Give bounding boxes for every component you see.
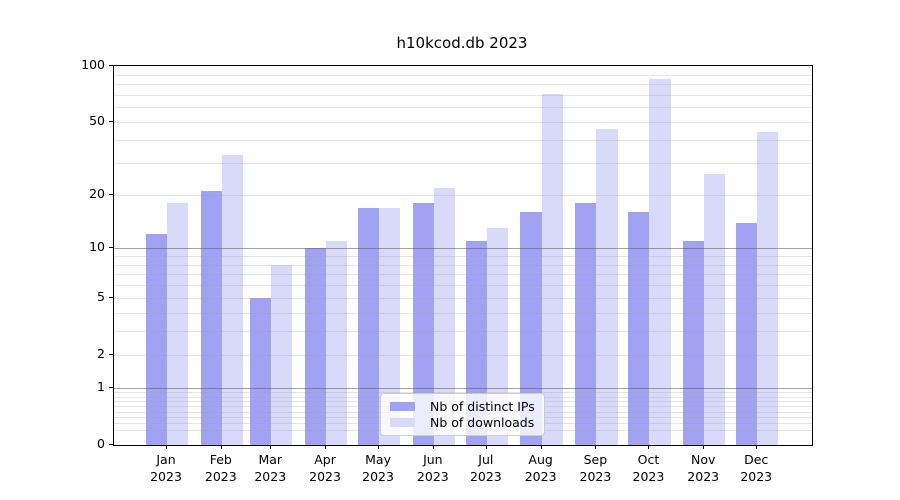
bar-downloads-sep bbox=[596, 128, 618, 445]
bar-downloads-jun bbox=[433, 187, 456, 445]
x-tick-mark bbox=[595, 445, 597, 449]
bar-distinct-ips-may bbox=[357, 207, 380, 445]
x-tick-label: Jun 2023 bbox=[416, 452, 449, 484]
x-tick-label: Dec 2023 bbox=[740, 452, 773, 484]
bar-distinct-ips-jan bbox=[145, 234, 167, 445]
y-tick-mark bbox=[109, 353, 113, 355]
y-tick-mark bbox=[109, 121, 113, 123]
x-tick-mark bbox=[703, 445, 705, 449]
bar-distinct-ips-dec bbox=[736, 222, 758, 445]
x-tick-mark bbox=[325, 445, 327, 449]
gridline-minor bbox=[114, 84, 812, 86]
x-tick-mark bbox=[220, 445, 222, 449]
y-tick-label: 20 bbox=[89, 185, 105, 201]
bar-downloads-jan bbox=[167, 203, 189, 445]
bar-downloads-may bbox=[379, 207, 401, 445]
legend-swatch-downloads bbox=[390, 417, 415, 427]
y-tick-mark bbox=[109, 444, 113, 445]
y-tick-label: 5 bbox=[97, 288, 105, 304]
x-tick-mark bbox=[648, 445, 650, 449]
bar-downloads-nov bbox=[704, 174, 726, 445]
x-tick-label: Oct 2023 bbox=[632, 452, 665, 484]
x-tick-mark bbox=[270, 445, 272, 449]
bar-downloads-feb bbox=[221, 155, 243, 445]
plot-area bbox=[113, 65, 813, 446]
legend-swatch-distinct-ips bbox=[390, 402, 415, 412]
bar-distinct-ips-nov bbox=[683, 240, 705, 445]
chart-title: h10kcod.db 2023 bbox=[396, 34, 528, 52]
bar-downloads-jul bbox=[486, 228, 509, 445]
bar-distinct-ips-apr bbox=[304, 248, 327, 445]
gridline-minor bbox=[114, 140, 812, 142]
x-tick-mark bbox=[485, 445, 487, 449]
x-tick-mark bbox=[166, 445, 167, 449]
legend: Nb of distinct IPs Nb of downloads bbox=[380, 393, 545, 436]
x-tick-label: Jul 2023 bbox=[469, 452, 502, 484]
bar-downloads-mar bbox=[271, 264, 293, 445]
x-tick-label: Sep 2023 bbox=[579, 452, 612, 484]
y-tick-mark bbox=[109, 247, 113, 249]
gridline-minor bbox=[114, 107, 812, 109]
legend-item-distinct-ips: Nb of distinct IPs bbox=[390, 399, 535, 415]
x-tick-label: May 2023 bbox=[362, 452, 394, 484]
gridline-minor bbox=[114, 94, 812, 96]
y-tick-label: 10 bbox=[89, 239, 105, 255]
y-tick-label: 50 bbox=[89, 113, 105, 129]
bar-distinct-ips-oct bbox=[628, 212, 650, 445]
bar-downloads-oct bbox=[649, 79, 671, 445]
y-tick-mark bbox=[109, 387, 113, 389]
y-tick-mark bbox=[109, 193, 113, 195]
x-tick-mark bbox=[756, 445, 758, 449]
y-tick-label: 2 bbox=[97, 345, 105, 361]
bar-distinct-ips-mar bbox=[250, 297, 272, 445]
bar-distinct-ips-sep bbox=[575, 203, 597, 445]
gridline-minor bbox=[114, 162, 812, 164]
gridline-minor bbox=[114, 74, 812, 76]
bar-distinct-ips-aug bbox=[520, 212, 542, 445]
y-tick-label: 1 bbox=[97, 379, 105, 395]
bar-distinct-ips-feb bbox=[200, 191, 222, 445]
gridline-minor bbox=[114, 122, 812, 124]
x-tick-label: Nov 2023 bbox=[687, 452, 720, 484]
y-tick-mark bbox=[109, 296, 113, 298]
legend-label-distinct-ips: Nb of distinct IPs bbox=[430, 399, 535, 415]
x-tick-label: Mar 2023 bbox=[254, 452, 287, 484]
x-tick-mark bbox=[540, 445, 542, 449]
bar-downloads-dec bbox=[757, 132, 779, 445]
x-tick-label: Feb 2023 bbox=[204, 452, 237, 484]
x-tick-label: Aug 2023 bbox=[524, 452, 557, 484]
y-tick-label: 0 bbox=[97, 436, 105, 451]
x-tick-mark bbox=[378, 445, 380, 449]
x-tick-label: Jan 2023 bbox=[150, 452, 182, 484]
legend-label-downloads: Nb of downloads bbox=[430, 414, 535, 430]
x-tick-label: Apr 2023 bbox=[309, 452, 341, 484]
x-tick-mark bbox=[432, 445, 434, 449]
y-tick-mark bbox=[109, 65, 113, 66]
bar-distinct-ips-jun bbox=[412, 203, 434, 445]
y-tick-label: 100 bbox=[81, 57, 105, 72]
legend-item-downloads: Nb of downloads bbox=[390, 415, 535, 431]
bar-downloads-aug bbox=[541, 93, 563, 445]
bar-downloads-apr bbox=[326, 240, 348, 445]
